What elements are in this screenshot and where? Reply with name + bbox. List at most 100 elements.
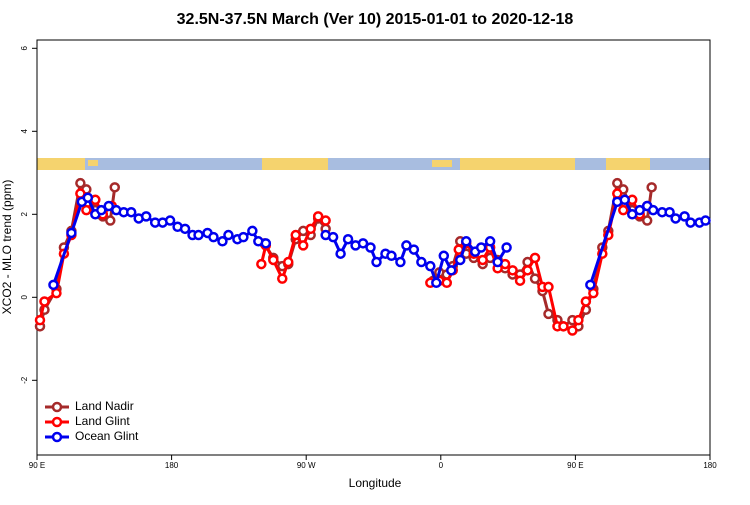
point <box>612 177 623 189</box>
point <box>529 273 541 284</box>
land-band <box>606 158 650 170</box>
point <box>475 242 487 253</box>
point <box>685 217 696 228</box>
point <box>81 204 92 216</box>
point <box>501 242 512 253</box>
y-tick-label: 6 <box>20 46 29 51</box>
series <box>48 192 711 291</box>
point <box>618 204 629 216</box>
point <box>646 182 657 193</box>
legend-marker <box>51 416 63 428</box>
point <box>283 256 294 268</box>
series-line <box>38 180 654 329</box>
point <box>164 215 176 226</box>
x-tick-label: 180 <box>703 461 717 470</box>
point <box>573 314 584 326</box>
y-tick-label: 4 <box>20 129 29 134</box>
point <box>588 287 599 299</box>
point <box>460 236 472 247</box>
point <box>641 215 653 226</box>
surface-band <box>37 158 710 170</box>
point <box>438 250 450 262</box>
legend-label: Ocean Glint <box>75 429 139 443</box>
point <box>140 211 152 222</box>
point <box>700 215 711 226</box>
point <box>105 215 116 226</box>
point <box>51 287 62 299</box>
point <box>626 209 638 220</box>
x-tick-label: 90 E <box>29 461 45 470</box>
y-tick-label: 0 <box>20 295 29 300</box>
point <box>103 200 115 212</box>
point <box>454 254 466 266</box>
land-band <box>460 158 520 170</box>
point <box>268 254 279 266</box>
point <box>277 273 288 284</box>
point <box>619 194 631 206</box>
x-axis-label: Longitude <box>349 476 402 490</box>
point <box>342 233 354 245</box>
point <box>634 204 645 216</box>
point <box>477 254 488 266</box>
point <box>34 314 46 326</box>
y-tick-label: 2 <box>20 212 29 217</box>
legend-marker <box>51 431 63 443</box>
point <box>371 256 382 268</box>
point <box>543 308 554 320</box>
series <box>34 177 657 332</box>
point <box>75 177 86 189</box>
point <box>567 325 578 336</box>
point <box>320 215 331 226</box>
land-band <box>432 160 452 167</box>
point <box>365 242 376 253</box>
point <box>247 225 258 237</box>
point <box>386 250 397 262</box>
point <box>335 248 346 259</box>
point <box>395 256 406 268</box>
point <box>290 229 301 241</box>
chart-title: 32.5N-37.5N March (Ver 10) 2015-01-01 to… <box>177 11 574 28</box>
point <box>446 265 457 276</box>
point <box>416 256 427 268</box>
plot-frame <box>36 39 711 456</box>
legend-label: Land Glint <box>75 414 130 428</box>
point <box>179 223 191 235</box>
point <box>441 277 453 289</box>
point <box>82 192 94 203</box>
point <box>66 227 77 239</box>
point <box>647 204 659 216</box>
point <box>256 258 267 270</box>
point <box>431 277 442 289</box>
point <box>297 240 309 251</box>
point <box>305 223 316 235</box>
point <box>208 231 219 243</box>
land-band <box>37 158 85 170</box>
point <box>357 238 369 249</box>
point <box>238 231 249 243</box>
point <box>217 236 228 247</box>
x-tick-label: 180 <box>165 461 179 470</box>
point <box>484 236 496 247</box>
point <box>125 206 137 218</box>
point <box>39 296 50 307</box>
point <box>401 240 412 251</box>
point <box>425 260 436 272</box>
point <box>522 265 533 276</box>
point <box>327 231 339 243</box>
land-band <box>262 158 328 170</box>
land-band <box>520 158 575 170</box>
point <box>507 265 518 276</box>
y-axis-label: XCO2 - MLO trend (ppm) <box>0 180 14 315</box>
legend-marker <box>51 401 63 413</box>
point <box>193 229 204 241</box>
point <box>585 279 596 291</box>
point <box>514 275 526 286</box>
point <box>580 296 592 307</box>
land-band <box>88 160 98 166</box>
point <box>48 279 59 291</box>
legend-label: Land Nadir <box>75 399 134 413</box>
point <box>529 252 541 264</box>
point <box>612 188 623 199</box>
